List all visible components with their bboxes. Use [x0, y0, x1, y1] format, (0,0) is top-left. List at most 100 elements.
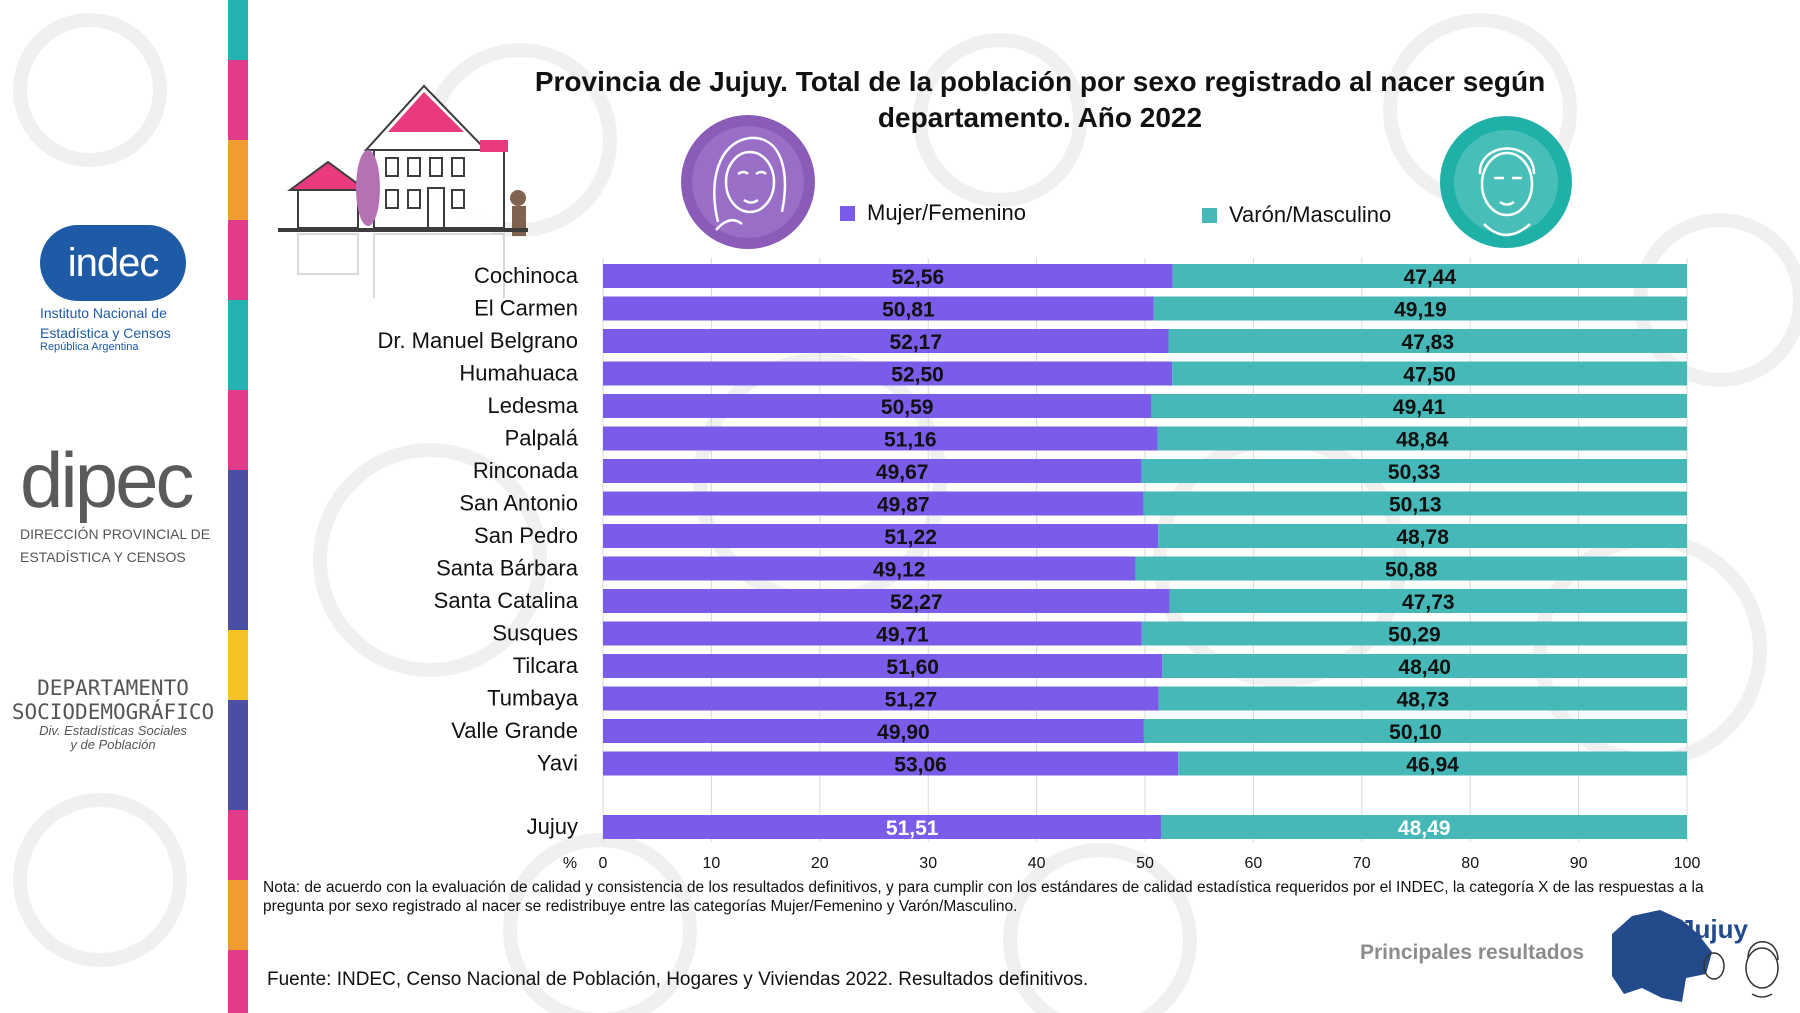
depto-sociodemografico-logo: DEPARTAMENTO SOCIODEMOGRÁFICO Div. Estad…	[8, 676, 218, 752]
indec-logo: indec Instituto Nacional de Estadística …	[40, 225, 200, 353]
data-label-mujer: 49,67	[876, 461, 929, 484]
bar-mujer	[603, 361, 1173, 386]
bar-mujer	[603, 491, 1144, 516]
house-illustration-icon	[278, 84, 528, 298]
data-label-mujer: 51,60	[886, 656, 939, 679]
data-label-mujer: 49,90	[877, 721, 930, 744]
bar-mujer	[603, 296, 1154, 321]
category-label: Dr. Manuel Belgrano	[377, 328, 578, 353]
x-tick-label: 30	[919, 855, 937, 872]
x-tick-label: 20	[811, 855, 829, 872]
data-label-varon: 48,40	[1398, 656, 1451, 679]
bar-mujer	[603, 686, 1159, 711]
chart-title: Provincia de Jujuy. Total de la població…	[534, 66, 1546, 133]
bar-mujer	[603, 751, 1179, 776]
bar-mujer	[603, 719, 1144, 743]
category-label: Santa Catalina	[434, 588, 579, 613]
data-label-mujer: 52,56	[892, 266, 945, 289]
bar-varon	[1153, 296, 1687, 321]
bar-mujer	[603, 621, 1142, 646]
category-label: Ledesma	[487, 393, 578, 418]
data-label-varon: 50,29	[1388, 624, 1441, 647]
data-label-mujer: 50,59	[881, 396, 934, 419]
bar-varon	[1178, 751, 1687, 776]
dipec-logo-word: dipec	[20, 436, 194, 524]
bar-varon	[1169, 589, 1687, 613]
bar-varon	[1168, 329, 1687, 353]
legend-swatch-varon	[1202, 207, 1217, 223]
bar-varon	[1161, 815, 1687, 839]
bar-varon	[1141, 621, 1687, 646]
data-label-varon: 48,49	[1398, 817, 1451, 840]
data-label-varon: 48,73	[1397, 689, 1450, 712]
category-label: Jujuy	[527, 814, 578, 839]
bar-varon	[1141, 459, 1687, 483]
x-axis-label: %	[563, 855, 577, 872]
chart-note: Nota: de acuerdo con la evaluación de ca…	[263, 879, 1704, 915]
depto-logo-line4: y de Población	[70, 737, 156, 752]
legend-label-varon: Varón/Masculino	[1229, 202, 1392, 227]
x-tick-label: 70	[1353, 855, 1371, 872]
decorative-stripe	[228, 0, 248, 1013]
data-label-mujer: 49,87	[877, 494, 930, 517]
bar-varon	[1172, 361, 1687, 386]
data-label-mujer: 49,12	[873, 559, 926, 582]
data-label-mujer: 51,27	[885, 689, 938, 712]
x-tick-label: 100	[1674, 855, 1701, 872]
bar-varon	[1151, 394, 1687, 418]
bar-varon	[1157, 426, 1687, 451]
category-label: Yavi	[537, 751, 578, 776]
data-label-varon: 47,73	[1402, 591, 1455, 614]
data-label-varon: 49,41	[1393, 396, 1446, 419]
indec-logo-line3: República Argentina	[40, 341, 139, 353]
bar-varon	[1143, 719, 1687, 743]
bar-varon	[1158, 524, 1687, 548]
data-label-mujer: 49,71	[876, 624, 929, 647]
bar-varon	[1172, 264, 1687, 288]
bar-mujer	[603, 815, 1162, 839]
data-label-mujer: 53,06	[894, 754, 947, 777]
data-label-mujer: 52,27	[890, 591, 943, 614]
category-label: Humahuaca	[459, 361, 578, 386]
bar-mujer	[603, 394, 1152, 418]
bar-varon	[1143, 491, 1687, 516]
category-label: Cochinoca	[474, 263, 579, 288]
woman-face-icon	[681, 115, 815, 249]
footer-label: Principales resultados	[1360, 941, 1585, 964]
x-tick-label: 10	[703, 855, 721, 872]
category-label: San Pedro	[474, 523, 578, 548]
depto-logo-line2: SOCIODEMOGRÁFICO	[11, 700, 215, 724]
bar-mujer	[603, 426, 1158, 451]
data-label-mujer: 51,22	[884, 526, 937, 549]
data-label-varon: 47,50	[1403, 364, 1456, 387]
bar-varon	[1135, 556, 1687, 581]
indec-logo-word: indec	[40, 225, 186, 301]
category-label: Tumbaya	[487, 686, 579, 711]
data-label-mujer: 50,81	[882, 299, 935, 322]
legend-item-mujer: Mujer/Femenino	[840, 200, 1026, 226]
category-label: Susques	[492, 621, 578, 646]
bar-mujer	[603, 329, 1169, 353]
chart-source: Fuente: INDEC, Censo Nacional de Poblaci…	[267, 969, 1089, 990]
data-label-varon: 50,13	[1389, 494, 1442, 517]
bar-varon	[1158, 686, 1687, 711]
data-label-varon: 49,19	[1394, 299, 1447, 322]
bar-mujer	[603, 589, 1170, 613]
dipec-logo-line1: DIRECCIÓN PROVINCIAL DE	[20, 526, 211, 542]
category-label: Valle Grande	[451, 718, 578, 743]
x-tick-label: 60	[1245, 855, 1263, 872]
data-label-mujer: 52,50	[891, 364, 944, 387]
category-label: San Antonio	[459, 491, 578, 516]
x-tick-label: 50	[1136, 855, 1154, 872]
category-label: Tilcara	[513, 653, 579, 678]
bar-mujer	[603, 654, 1163, 678]
legend-swatch-mujer	[840, 205, 855, 221]
dipec-logo: dipec DIRECCIÓN PROVINCIAL DE ESTADÍSTIC…	[20, 440, 220, 566]
data-label-varon: 50,33	[1388, 461, 1441, 484]
data-label-varon: 48,78	[1396, 526, 1449, 549]
data-label-varon: 50,88	[1385, 559, 1438, 582]
data-label-varon: 50,10	[1389, 721, 1442, 744]
bar-mujer	[603, 264, 1173, 288]
x-tick-label: 90	[1570, 855, 1588, 872]
